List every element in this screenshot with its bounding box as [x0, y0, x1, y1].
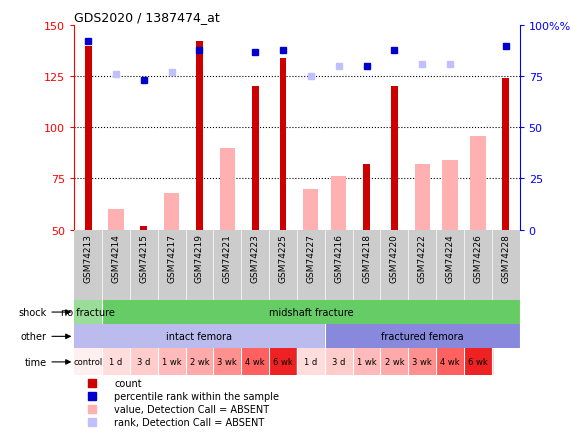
Text: GSM74223: GSM74223: [251, 233, 260, 283]
Text: midshaft fracture: midshaft fracture: [268, 307, 353, 317]
Text: value, Detection Call = ABSENT: value, Detection Call = ABSENT: [114, 404, 270, 414]
Text: 3 wk: 3 wk: [218, 358, 237, 367]
Text: GSM74222: GSM74222: [417, 233, 427, 282]
Text: 4 wk: 4 wk: [440, 358, 460, 367]
Text: other: other: [21, 332, 46, 342]
Text: 2 wk: 2 wk: [384, 358, 404, 367]
Text: GDS2020 / 1387474_at: GDS2020 / 1387474_at: [74, 10, 220, 23]
Bar: [470, 136, 485, 230]
Bar: [325, 349, 353, 375]
Text: 1 wk: 1 wk: [162, 358, 182, 367]
Text: GSM74227: GSM74227: [306, 233, 315, 283]
Text: fractured femora: fractured femora: [381, 332, 464, 342]
Bar: [186, 349, 214, 375]
Bar: [408, 349, 436, 375]
Bar: [214, 349, 241, 375]
Bar: [363, 165, 370, 230]
Text: 2 wk: 2 wk: [190, 358, 210, 367]
Text: shock: shock: [18, 307, 46, 317]
Text: count: count: [114, 378, 142, 388]
Text: GSM74213: GSM74213: [83, 233, 93, 283]
Text: 1 d: 1 d: [110, 358, 123, 367]
Bar: [130, 349, 158, 375]
Text: 6 wk: 6 wk: [273, 358, 293, 367]
Text: GSM74217: GSM74217: [167, 233, 176, 283]
Text: GSM74215: GSM74215: [139, 233, 148, 283]
Text: time: time: [25, 357, 46, 367]
Bar: [297, 349, 325, 375]
Bar: [241, 349, 269, 375]
Text: 4 wk: 4 wk: [246, 358, 265, 367]
Text: 1 wk: 1 wk: [357, 358, 376, 367]
Bar: [108, 210, 124, 230]
Text: GSM74226: GSM74226: [473, 233, 482, 283]
Text: 6 wk: 6 wk: [468, 358, 488, 367]
Text: GSM74219: GSM74219: [195, 233, 204, 283]
Text: GSM74216: GSM74216: [334, 233, 343, 283]
Bar: [464, 349, 492, 375]
Text: rank, Detection Call = ABSENT: rank, Detection Call = ABSENT: [114, 417, 264, 427]
Text: no fracture: no fracture: [61, 307, 115, 317]
Text: GSM74214: GSM74214: [111, 233, 120, 283]
Text: 3 d: 3 d: [332, 358, 345, 367]
Bar: [280, 59, 287, 230]
Text: GSM74220: GSM74220: [390, 233, 399, 283]
Bar: [380, 349, 408, 375]
Bar: [220, 148, 235, 230]
Text: intact femora: intact femora: [167, 332, 232, 342]
Bar: [252, 87, 259, 230]
Text: GSM74225: GSM74225: [279, 233, 288, 283]
Bar: [502, 79, 509, 230]
Bar: [331, 177, 347, 230]
Bar: [325, 325, 520, 349]
Text: GSM74218: GSM74218: [362, 233, 371, 283]
Text: 3 d: 3 d: [137, 358, 151, 367]
Text: GSM74228: GSM74228: [501, 233, 510, 283]
Bar: [443, 161, 458, 230]
Bar: [164, 194, 179, 230]
Text: control: control: [74, 358, 103, 367]
Bar: [74, 300, 102, 325]
Bar: [303, 189, 319, 230]
Text: 1 d: 1 d: [304, 358, 317, 367]
Bar: [158, 349, 186, 375]
Bar: [85, 46, 91, 230]
Bar: [352, 349, 380, 375]
Text: GSM74221: GSM74221: [223, 233, 232, 283]
Bar: [140, 226, 147, 230]
Bar: [269, 349, 297, 375]
Bar: [74, 325, 325, 349]
Bar: [415, 165, 430, 230]
Bar: [436, 349, 464, 375]
Bar: [196, 43, 203, 230]
Bar: [391, 87, 398, 230]
Bar: [102, 349, 130, 375]
Text: 3 wk: 3 wk: [412, 358, 432, 367]
Text: GSM74224: GSM74224: [445, 233, 455, 282]
Text: percentile rank within the sample: percentile rank within the sample: [114, 391, 279, 401]
Bar: [74, 349, 102, 375]
